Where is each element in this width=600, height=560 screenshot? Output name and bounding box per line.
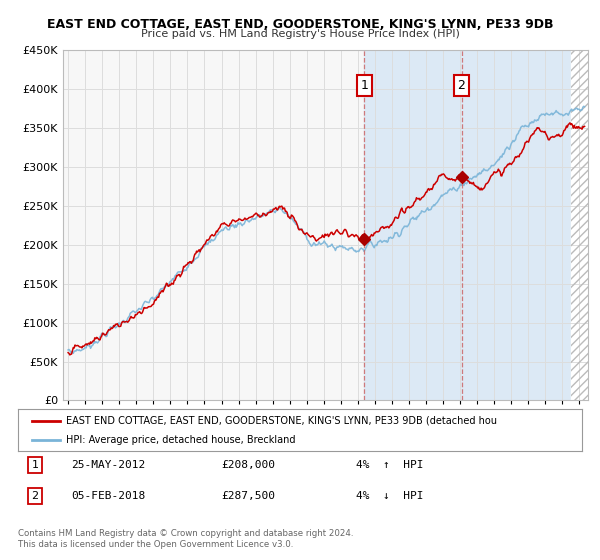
Text: 2: 2 [458, 79, 466, 92]
Text: 05-FEB-2018: 05-FEB-2018 [71, 491, 146, 501]
Text: Contains HM Land Registry data © Crown copyright and database right 2024.: Contains HM Land Registry data © Crown c… [18, 529, 353, 538]
Text: EAST END COTTAGE, EAST END, GOODERSTONE, KING'S LYNN, PE33 9DB: EAST END COTTAGE, EAST END, GOODERSTONE,… [47, 18, 553, 31]
Text: 2: 2 [31, 491, 38, 501]
Bar [364, 50, 461, 400]
Bar [461, 50, 571, 400]
Text: This data is licensed under the Open Government Licence v3.0.: This data is licensed under the Open Gov… [18, 540, 293, 549]
Text: HPI: Average price, detached house, Breckland: HPI: Average price, detached house, Brec… [66, 435, 295, 445]
Bar [571, 50, 588, 400]
Text: EAST END COTTAGE, EAST END, GOODERSTONE, KING'S LYNN, PE33 9DB (detached hou: EAST END COTTAGE, EAST END, GOODERSTONE,… [66, 416, 497, 426]
Text: 4%  ↑  HPI: 4% ↑ HPI [356, 460, 424, 470]
Text: 1: 1 [361, 79, 368, 92]
Text: 25-MAY-2012: 25-MAY-2012 [71, 460, 146, 470]
Text: Price paid vs. HM Land Registry's House Price Index (HPI): Price paid vs. HM Land Registry's House … [140, 29, 460, 39]
Bar [571, 50, 588, 400]
Text: 4%  ↓  HPI: 4% ↓ HPI [356, 491, 424, 501]
Text: £208,000: £208,000 [221, 460, 275, 470]
Text: 1: 1 [31, 460, 38, 470]
Text: £287,500: £287,500 [221, 491, 275, 501]
